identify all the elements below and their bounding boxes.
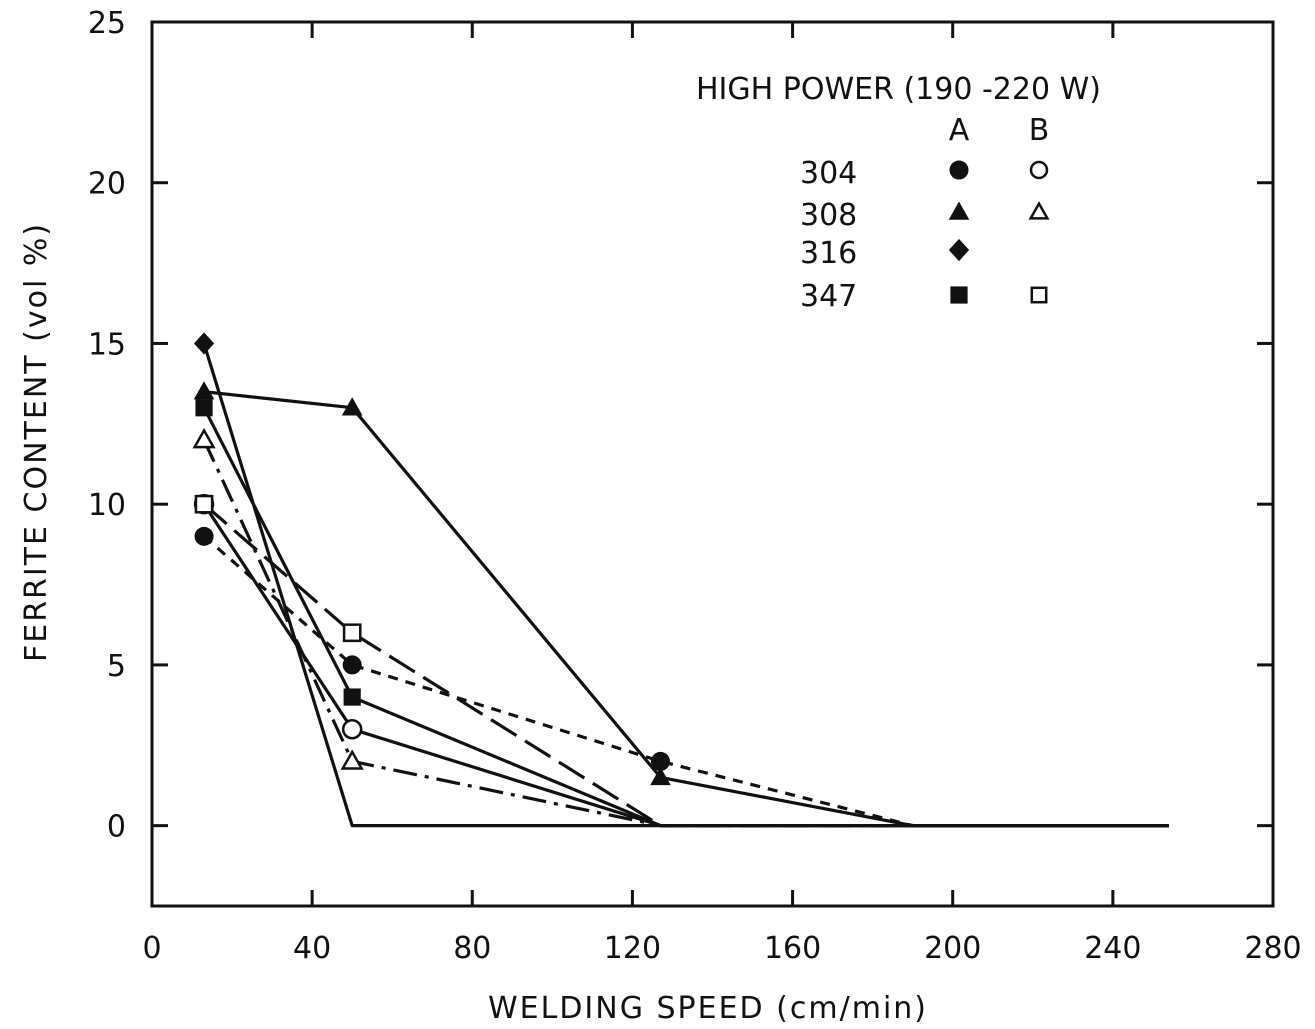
x-tick-label: 80: [453, 931, 491, 966]
y-tick-label: 20: [88, 167, 126, 202]
legend-title: HIGH POWER (190 -220 W): [696, 72, 1101, 107]
legend-marker-b: [1028, 201, 1050, 220]
series-marker: [342, 623, 362, 643]
legend-marker-b: [1029, 160, 1049, 180]
x-axis-title: WELDING SPEED (cm/min): [488, 991, 928, 1026]
y-tick-label: 0: [107, 810, 126, 845]
series-marker: [193, 381, 215, 400]
series-marker: [341, 397, 363, 416]
series-marker: [342, 655, 362, 675]
series-layer: [202, 343, 1169, 828]
legend-label-347: 347: [800, 279, 857, 314]
series-marker: [194, 494, 214, 514]
x-tick-label: 0: [142, 931, 161, 966]
series-marker: [195, 399, 213, 417]
series-marker: [341, 718, 363, 740]
series-line: [202, 502, 1169, 828]
legend-marker-a: [949, 160, 969, 180]
y-tick-label: 5: [107, 649, 126, 684]
legend-label-308: 308: [800, 198, 857, 233]
legend-marker-a: [948, 201, 970, 220]
legend-label-316: 316: [800, 236, 857, 271]
legend: HIGH POWER (190 -220 W) A B 304 308 316 …: [696, 72, 1101, 314]
y-tick-label: 25: [88, 6, 126, 41]
legend-header-b: B: [1029, 113, 1050, 148]
marker-layer: [192, 332, 671, 786]
legend-markers: [948, 160, 1050, 304]
x-tick-label: 200: [924, 931, 981, 966]
plot-frame: [150, 20, 1275, 908]
legend-marker-a: [950, 286, 968, 304]
x-tick-label: 280: [1244, 931, 1301, 966]
legend-header-a: A: [949, 113, 970, 148]
axis-layer: 0 40 80 120 160 200 240 280 0 5 10 15 20 25: [88, 6, 1302, 966]
series-line: [202, 343, 1169, 828]
series-marker: [343, 688, 361, 706]
series-marker: [650, 766, 671, 786]
legend-label-304: 304: [800, 156, 857, 191]
y-axis-title: FERRITE CONTENT (vol %): [19, 222, 54, 662]
x-tick-label: 40: [293, 931, 331, 966]
series-marker: [194, 526, 214, 546]
y-tick-label: 10: [88, 488, 126, 523]
legend-marker-b: [1030, 286, 1048, 304]
series-marker: [193, 332, 215, 355]
x-tick-label: 160: [764, 931, 821, 966]
legend-marker-a: [948, 238, 970, 262]
y-tick-label: 15: [88, 327, 126, 362]
series-marker: [192, 427, 216, 449]
x-tick-label: 240: [1084, 931, 1141, 966]
series-marker: [340, 749, 364, 770]
x-tick-label: 120: [604, 931, 661, 966]
